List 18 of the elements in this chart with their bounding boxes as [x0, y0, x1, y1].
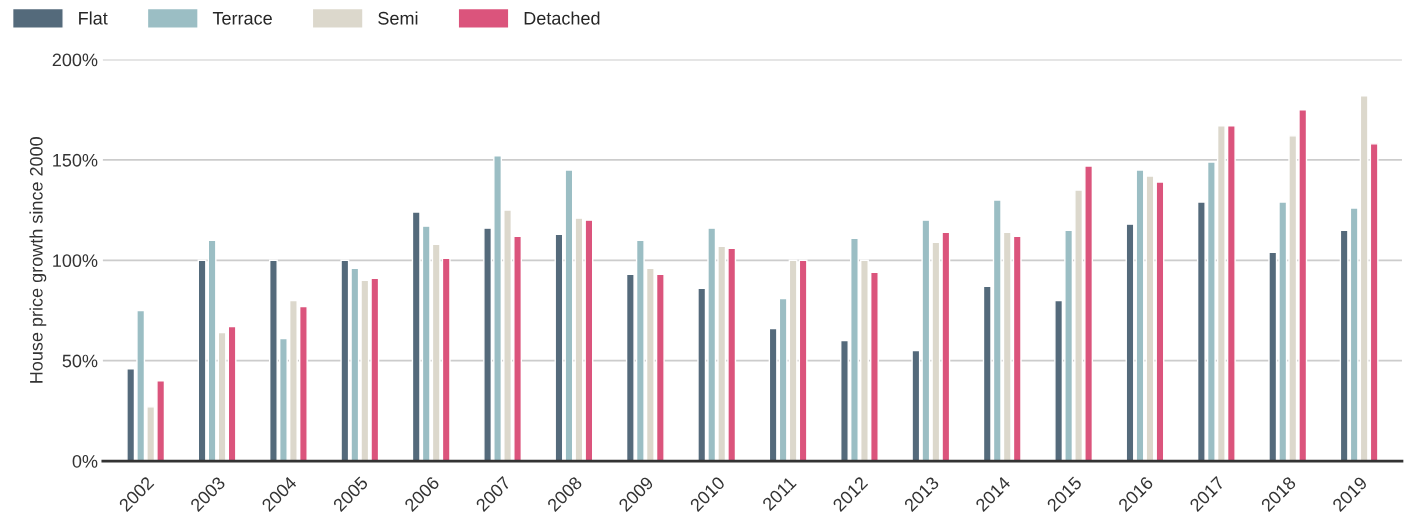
- bar: [1135, 169, 1145, 462]
- bar: [574, 217, 584, 462]
- bar: [1145, 175, 1155, 462]
- bar: [1125, 223, 1135, 462]
- y-tick-label: 200%: [52, 53, 98, 67]
- bar: [564, 169, 574, 462]
- bar: [584, 219, 594, 462]
- y-axis-title: House price growth since 2000: [29, 137, 47, 383]
- y-tick-label: 50%: [62, 354, 98, 368]
- y-tick-label: 100%: [53, 254, 98, 268]
- y-tick-label: 150%: [53, 153, 98, 167]
- bar: [1155, 181, 1165, 462]
- y-tick-label: 0%: [72, 454, 98, 468]
- legend-label: Detached: [524, 11, 600, 25]
- legend-label: Flat: [79, 11, 108, 25]
- bar: [554, 233, 564, 462]
- legend-label: Terrace: [212, 12, 272, 25]
- legend-label: Semi: [378, 11, 418, 25]
